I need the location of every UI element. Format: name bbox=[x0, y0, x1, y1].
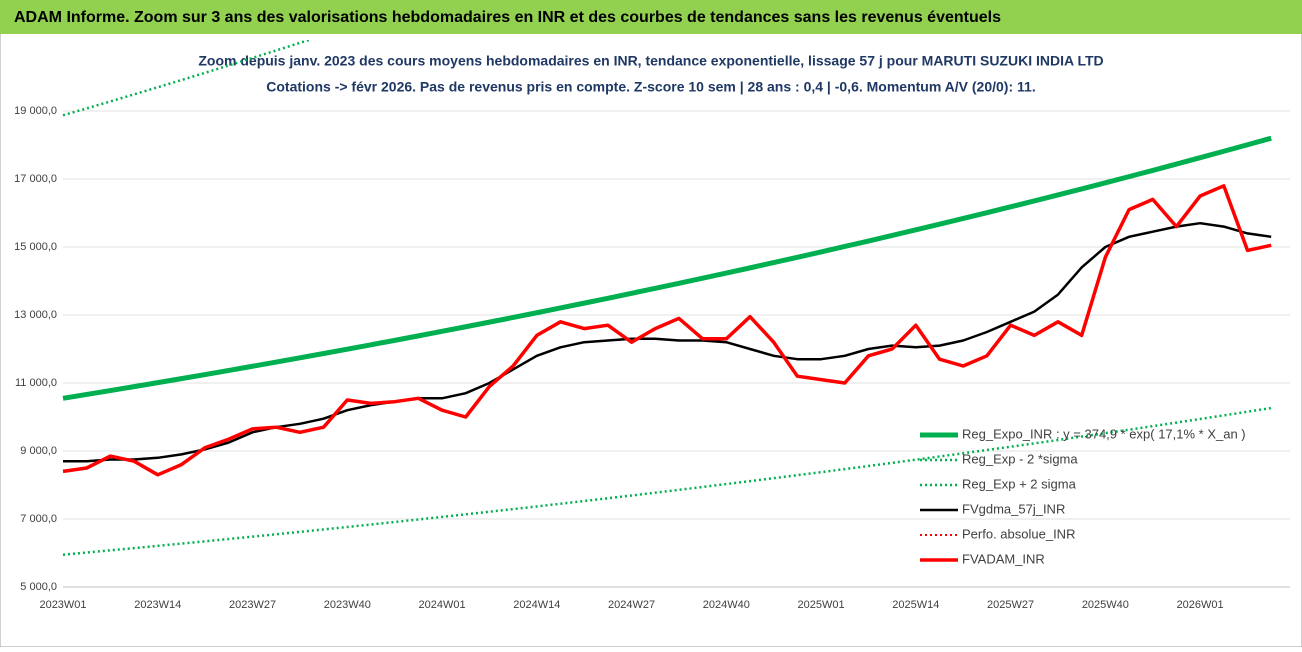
series-line bbox=[62, 184, 1272, 477]
y-tick-label: 13 000,0 bbox=[14, 309, 57, 321]
y-tick-label: 19 000,0 bbox=[14, 105, 57, 117]
x-tick-label: 2023W01 bbox=[39, 599, 86, 611]
legend-label: Reg_Expo_INR : y = 374,9 * exp( 17,1% * … bbox=[962, 426, 1246, 441]
series-line bbox=[62, 135, 1272, 401]
legend-label: FVADAM_INR bbox=[962, 551, 1045, 566]
x-tick-label: 2023W27 bbox=[229, 599, 276, 611]
y-tick-label: 17 000,0 bbox=[14, 173, 57, 185]
x-tick-label: 2023W14 bbox=[134, 599, 181, 611]
plot bbox=[62, 40, 1272, 556]
chart-subtitle: Zoom depuis janv. 2023 des cours moyens … bbox=[198, 53, 1103, 69]
chart-subtitle: Cotations -> févr 2026. Pas de revenus p… bbox=[266, 79, 1035, 95]
y-tick-label: 11 000,0 bbox=[15, 377, 57, 389]
y-tick-label: 9 000,0 bbox=[20, 445, 57, 457]
x-tick-label: 2025W01 bbox=[798, 599, 845, 611]
x-tick-label: 2025W27 bbox=[987, 599, 1034, 611]
y-tick-label: 7 000,0 bbox=[20, 513, 57, 525]
x-tick-label: 2024W27 bbox=[608, 599, 655, 611]
legend-label: Perfo. absolue_INR bbox=[962, 526, 1075, 541]
x-tick-label: 2023W40 bbox=[324, 599, 371, 611]
y-tick-label: 5 000,0 bbox=[20, 581, 57, 593]
x-tick-label: 2026W01 bbox=[1177, 599, 1224, 611]
title-banner bbox=[0, 0, 1302, 34]
x-tick-label: 2024W40 bbox=[703, 599, 750, 611]
x-tick-label: 2024W14 bbox=[513, 599, 560, 611]
legend-label: Reg_Exp - 2 *sigma bbox=[962, 451, 1078, 466]
legend-label: FVgdma_57j_INR bbox=[962, 501, 1065, 516]
y-tick-label: 15 000,0 bbox=[14, 241, 57, 253]
x-tick-label: 2025W14 bbox=[892, 599, 939, 611]
chart-title: ADAM Informe. Zoom sur 3 ans des valoris… bbox=[14, 9, 1001, 26]
series-line bbox=[62, 40, 313, 117]
x-tick-label: 2024W01 bbox=[418, 599, 465, 611]
x-tick-label: 2025W40 bbox=[1082, 599, 1129, 611]
legend-label: Reg_Exp + 2 sigma bbox=[962, 476, 1077, 491]
